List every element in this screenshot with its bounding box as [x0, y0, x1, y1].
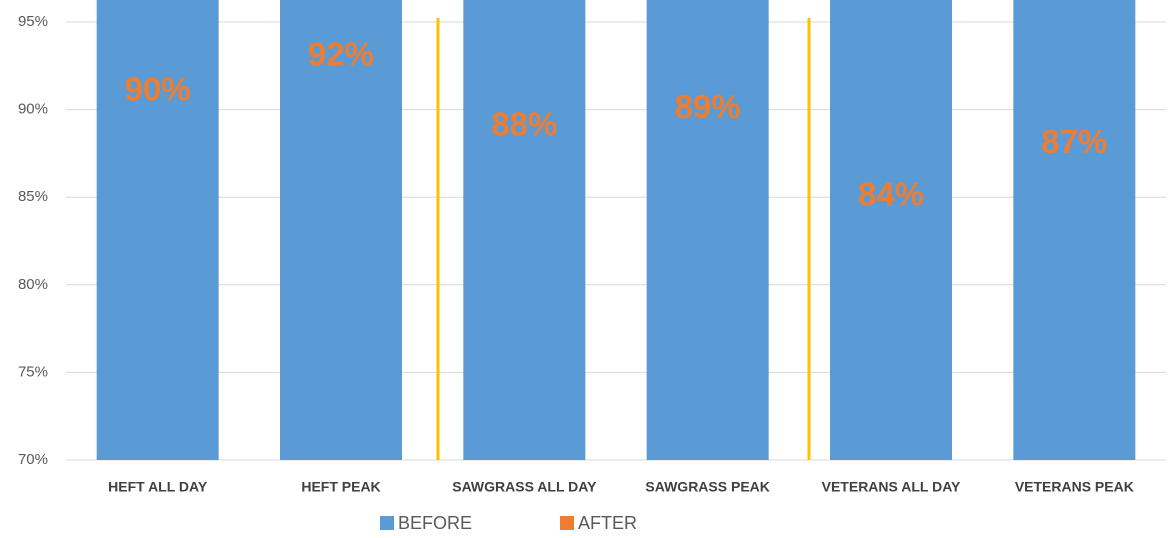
bar-segment: [830, 0, 952, 460]
legend-label: AFTER: [578, 513, 637, 533]
grid: [66, 21, 1166, 461]
x-tick-label: VETERANS ALL DAY: [822, 479, 961, 495]
y-tick-label: 80%: [18, 276, 48, 293]
total-label: 88%: [491, 105, 557, 142]
y-tick-label: 95%: [18, 13, 48, 30]
bar-segment: [463, 0, 586, 460]
y-tick-label: 75%: [18, 363, 48, 380]
bar-segment: [96, 0, 219, 460]
bar-segment: [646, 0, 769, 460]
bar-segment: [1013, 0, 1136, 460]
x-tick-label: VETERANS PEAK: [1015, 479, 1134, 495]
y-tick-label: 70%: [18, 451, 48, 468]
x-tick-label: HEFT ALL DAY: [108, 479, 208, 495]
x-tick-label: SAWGRASS ALL DAY: [452, 479, 597, 495]
bar-segment: [280, 0, 402, 460]
total-label: 84%: [858, 175, 924, 212]
legend-swatch: [560, 516, 574, 530]
y-tick-label: 85%: [18, 188, 48, 205]
total-label: 90%: [125, 70, 191, 107]
legend-swatch: [380, 516, 394, 530]
legend-label: BEFORE: [398, 513, 472, 533]
total-label: 87%: [1041, 123, 1107, 160]
total-label: 89%: [675, 88, 741, 125]
x-tick-label: HEFT PEAK: [301, 479, 380, 495]
total-label: 92%: [308, 35, 374, 72]
y-tick-label: 90%: [18, 101, 48, 118]
x-tick-label: SAWGRASS PEAK: [645, 479, 769, 495]
